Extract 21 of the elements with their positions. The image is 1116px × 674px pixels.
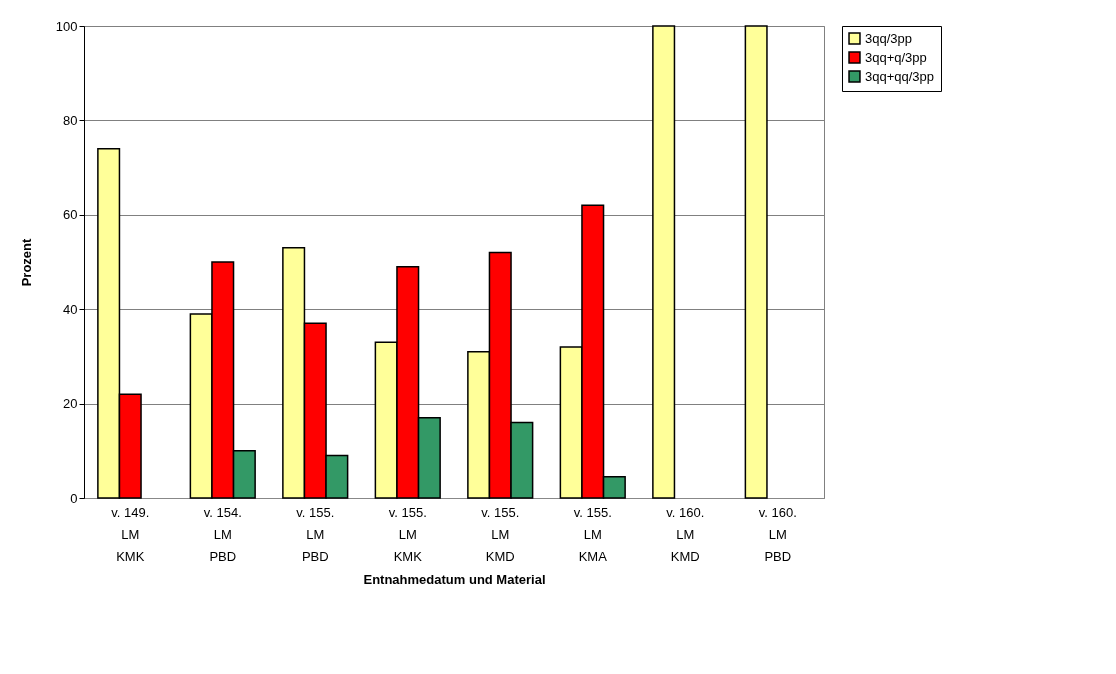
x-tick-label: v. 160. LM PBD [758, 504, 797, 564]
legend-label: 3qq+q/3pp [865, 49, 927, 65]
x-tick-label: v. 155. LM KMA [573, 504, 612, 564]
y-tick-label: 20 [63, 396, 78, 412]
x-tick-label: v. 155. LM KMD [481, 504, 520, 564]
x-tick-label: v. 155. LM PBD [296, 504, 335, 564]
bar [652, 25, 676, 499]
y-axis-title: Prozent [18, 237, 34, 287]
x-tick-label: v. 160. LM KMD [666, 504, 705, 564]
y-tick-label: 80 [63, 112, 78, 128]
legend-label: 3qq/3pp [865, 30, 912, 46]
x-tick-label: v. 149. LM KMK [111, 504, 150, 564]
x-axis-title: Entnahmedatum und Material [363, 571, 546, 587]
legend-label: 3qq+qq/3pp [865, 68, 935, 84]
y-tick-label: 60 [63, 207, 78, 223]
x-tick-label: v. 155. LM KMK [388, 504, 427, 564]
y-tick-label: 0 [70, 490, 78, 506]
x-tick-label: v. 154. LM PBD [203, 504, 242, 564]
y-tick-label: 40 [63, 301, 78, 317]
y-tick-label: 100 [55, 18, 78, 34]
bar [744, 25, 768, 499]
